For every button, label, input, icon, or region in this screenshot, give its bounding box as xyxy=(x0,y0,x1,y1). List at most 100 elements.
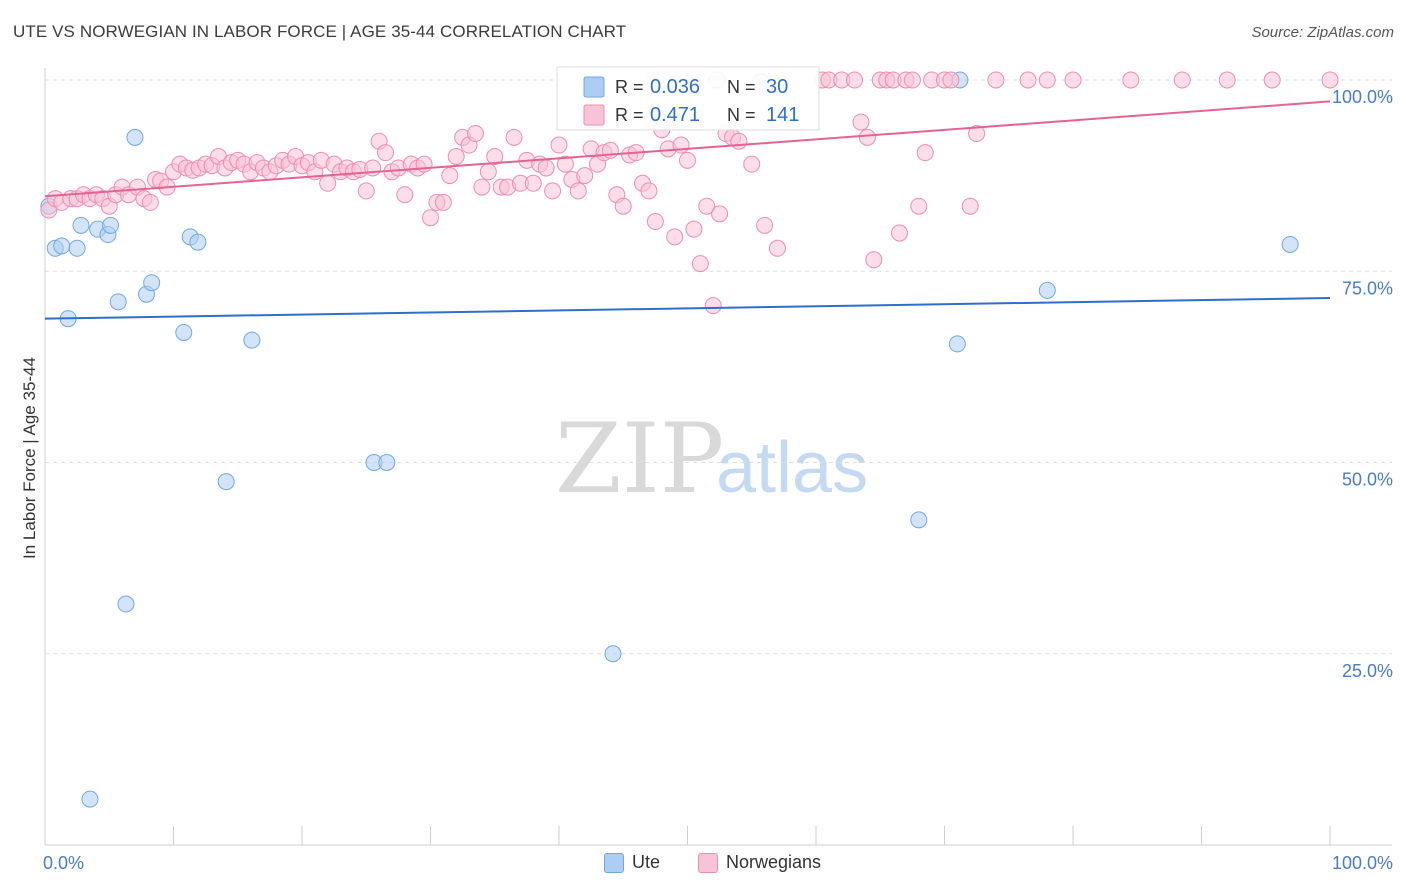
data-point xyxy=(102,216,120,234)
data-point xyxy=(846,71,864,89)
legend-stats: R = 0.036 N = 30 R = 0.471 N = 141 xyxy=(556,66,820,131)
data-point xyxy=(730,132,748,150)
data-point xyxy=(1173,71,1191,89)
series-norwegians xyxy=(40,71,1339,315)
data-point xyxy=(711,205,729,223)
y-tick-label: 100.0% xyxy=(1332,87,1393,107)
data-point xyxy=(117,595,135,613)
data-point xyxy=(422,209,439,227)
axes: 0.0% 100.0% xyxy=(43,68,1393,873)
data-point xyxy=(916,144,934,162)
data-point xyxy=(396,186,414,204)
data-point xyxy=(948,335,966,353)
data-point xyxy=(903,71,921,89)
legend-bottom: Ute Norwegians xyxy=(0,852,1406,878)
chart-source: Source: ZipAtlas.com xyxy=(1251,24,1394,41)
trend-line-norwegians xyxy=(44,100,1331,198)
data-point xyxy=(576,167,594,185)
data-point xyxy=(987,71,1005,89)
data-point xyxy=(865,251,883,269)
data-point xyxy=(434,193,452,211)
data-point xyxy=(604,645,622,663)
data-point xyxy=(1019,71,1037,89)
data-point xyxy=(189,233,207,251)
data-point xyxy=(537,159,555,177)
data-point xyxy=(768,239,786,257)
data-point xyxy=(68,239,86,257)
data-point xyxy=(1122,71,1140,89)
data-point xyxy=(691,255,709,273)
legend-n-value: 30 xyxy=(766,76,788,98)
data-point xyxy=(243,331,261,349)
data-point xyxy=(364,159,382,177)
legend-swatch-norwegians xyxy=(698,852,718,873)
data-point xyxy=(441,167,459,185)
legend-label-ute: Ute xyxy=(632,852,661,872)
data-point xyxy=(1218,71,1236,89)
data-point xyxy=(447,148,465,165)
data-point xyxy=(704,297,722,315)
legend-stat-swatch xyxy=(583,104,605,126)
data-point xyxy=(1263,71,1281,89)
data-point xyxy=(698,197,716,215)
y-tick-label: 50.0% xyxy=(1342,470,1393,490)
legend-label-norwegians: Norwegians xyxy=(726,852,822,872)
data-point xyxy=(968,125,986,143)
trend-line-ute xyxy=(44,297,1331,320)
legend-item-ute: Ute xyxy=(604,852,660,873)
data-point xyxy=(141,193,159,211)
x-tick-label-left: 0.0% xyxy=(43,853,84,873)
data-point xyxy=(1281,235,1299,253)
data-point xyxy=(858,128,876,146)
data-point xyxy=(852,113,870,131)
data-point xyxy=(319,174,337,192)
data-point xyxy=(679,151,696,169)
legend-r-label: R = xyxy=(615,77,644,97)
legend-item-norwegians: Norwegians xyxy=(698,852,821,873)
data-point xyxy=(544,182,562,200)
data-point xyxy=(614,197,632,215)
data-point xyxy=(640,182,658,200)
data-point xyxy=(1321,71,1339,89)
legend-r-label: R = xyxy=(615,105,644,125)
legend-stat-swatch xyxy=(583,76,605,98)
data-point xyxy=(377,144,395,162)
legend-r-value: 0.471 xyxy=(650,104,700,126)
data-point xyxy=(942,71,960,89)
data-point xyxy=(378,454,396,471)
data-point xyxy=(556,155,574,173)
data-point xyxy=(891,224,909,242)
data-point xyxy=(72,216,90,234)
legend-swatch-ute xyxy=(604,852,624,873)
data-point xyxy=(910,511,928,529)
legend-n-label: N = xyxy=(727,105,756,125)
legend-n-value: 141 xyxy=(766,104,799,126)
y-tick-label: 25.0% xyxy=(1342,661,1393,681)
data-point xyxy=(524,174,542,192)
data-point xyxy=(685,220,703,238)
data-point xyxy=(81,790,99,808)
data-point xyxy=(961,197,979,215)
data-point xyxy=(143,274,161,292)
data-point xyxy=(756,216,774,234)
data-point xyxy=(217,473,235,491)
data-point xyxy=(550,136,568,154)
watermark-zip: ZIP xyxy=(555,403,724,515)
legend-r-value: 0.036 xyxy=(650,76,700,98)
data-point xyxy=(1038,281,1056,299)
data-point xyxy=(486,148,504,165)
data-point xyxy=(601,141,619,159)
data-point xyxy=(910,197,928,215)
data-point xyxy=(666,228,684,246)
data-point xyxy=(505,128,523,146)
chart-title: UTE VS NORWEGIAN IN LABOR FORCE | AGE 35… xyxy=(13,22,627,41)
data-point xyxy=(646,213,664,231)
data-point xyxy=(53,237,71,255)
data-point xyxy=(569,182,587,200)
legend-n-label: N = xyxy=(727,77,756,97)
data-point xyxy=(466,125,484,143)
series xyxy=(40,71,1339,808)
data-point xyxy=(473,178,491,196)
data-point xyxy=(743,155,761,173)
